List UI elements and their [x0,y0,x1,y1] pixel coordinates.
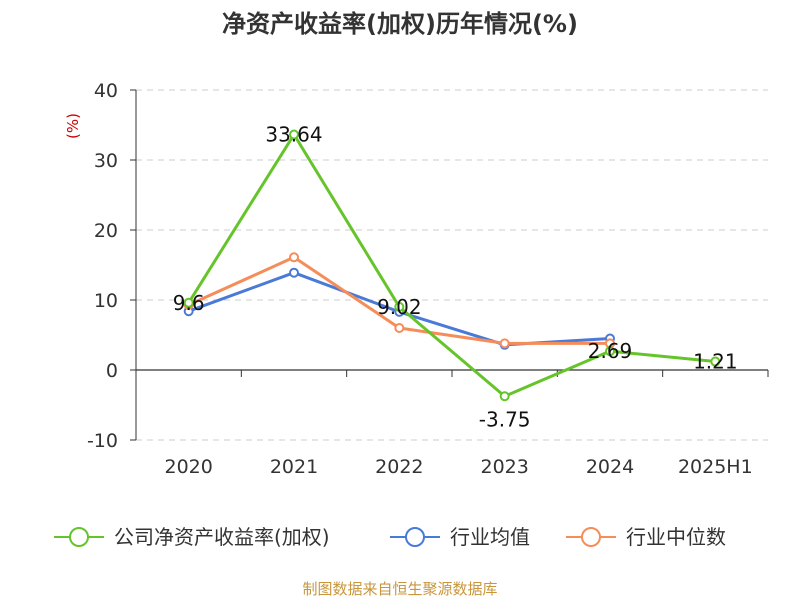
series-line-0 [187,133,716,398]
series-point-0 [289,129,299,140]
chart-title: 净资产收益率(加权)历年情况(%) [222,10,578,38]
series-point-2 [289,252,299,263]
series-point-0 [605,346,615,357]
y-tick-label: 0 [106,360,118,382]
x-tick-label: 2025H1 [678,456,753,478]
data-label: 2.69 [588,339,633,363]
x-tick-label: 2021 [270,456,318,478]
legend-label: 行业均值 [450,525,530,549]
y-tick-label: 40 [94,80,118,102]
series-point-1 [289,267,299,278]
data-labels: 9.6 33.64 9.02 -3.75 2.69 1.21 [173,123,738,432]
series-point-0 [183,297,194,308]
legend-marker-2 [581,527,601,547]
series-point-0 [710,356,721,367]
series-point-2 [394,323,405,333]
x-tick-label: 2024 [586,456,634,478]
x-tick-label: 2022 [375,456,423,478]
y-tick-label: 30 [94,150,118,172]
x-tick-label: 2023 [480,456,528,478]
series-point-2 [499,338,510,349]
y-tick-label: -10 [87,430,118,452]
y-tick-labels: 40 30 20 10 0 -10 [87,80,118,452]
y-axis-unit: (%) [64,113,82,139]
source-note: 制图数据来自恒生聚源数据库 [302,580,497,598]
data-label: 9.6 [173,291,205,315]
data-label: -3.75 [479,407,531,431]
legend-marker-1 [405,527,425,547]
series-point-0 [394,301,405,312]
legend-label: 公司净资产收益率(加权) [114,525,330,549]
data-label: 33.64 [265,123,322,147]
series-point-0 [499,391,510,402]
x-tick-labels: 2020 2021 2022 2023 2024 2025H1 [164,456,752,478]
y-tick-label: 20 [94,220,118,242]
grid-lines [136,89,768,441]
data-label: 1.21 [693,350,738,374]
x-tick-label: 2020 [164,456,212,478]
legend: 公司净资产收益率(加权) 行业均值 行业中位数 [54,525,726,549]
axes [130,89,769,441]
data-label: 9.02 [377,295,422,319]
legend-label: 行业中位数 [626,525,726,549]
series-layer [183,129,721,402]
y-tick-label: 10 [94,290,118,312]
legend-marker-0 [69,527,89,547]
